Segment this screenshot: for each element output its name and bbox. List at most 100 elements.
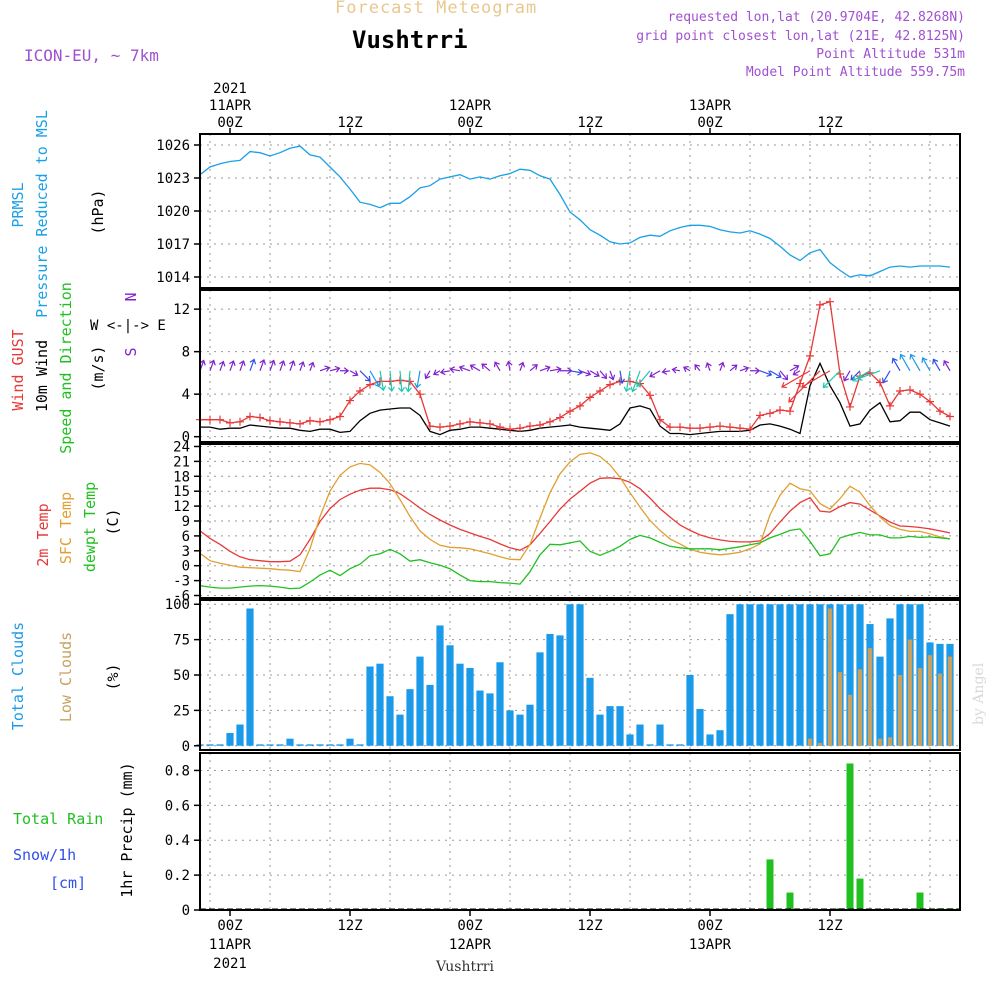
wind-direction-arrow — [249, 358, 257, 371]
panel-frame — [199, 752, 961, 911]
wind-gust-marker — [286, 418, 294, 427]
total-cloud-bar — [686, 675, 694, 746]
y-tick-label: 0.6 — [165, 798, 190, 814]
y-tick-label: 9 — [182, 514, 190, 530]
total-cloud-bar — [806, 604, 814, 746]
wind-gust-marker — [516, 424, 524, 433]
wind-gust-marker — [546, 417, 554, 426]
precip-unit-label: 1hr Precip (mm) — [118, 762, 136, 897]
total-cloud-bar — [646, 744, 654, 746]
y-tick-label: -3 — [173, 574, 190, 590]
wind-gust-marker — [246, 412, 254, 421]
wind-gust-marker — [566, 407, 574, 416]
low-cloud-bar — [937, 673, 943, 746]
pressure-line — [199, 145, 951, 278]
y-tick-label: 15 — [173, 484, 190, 500]
y-tick-label: 100 — [165, 597, 190, 613]
wind-gust-marker — [736, 424, 744, 433]
wind-direction-arrow — [359, 370, 371, 382]
total-cloud-bar — [676, 744, 684, 746]
low-cloud-bar — [847, 694, 853, 746]
total-cloud-bar — [786, 604, 794, 746]
wind-direction-arrow — [705, 362, 712, 371]
wind-ylabel-gust: Wind GUST — [9, 329, 27, 410]
total-cloud-bar — [336, 744, 344, 746]
total-cloud-bar — [266, 744, 274, 746]
low-cloud-bar — [857, 669, 863, 746]
y-tick-label: 1017 — [156, 237, 190, 253]
grid-point-lonlat: grid point closest lon,lat (21E, 42.8125… — [636, 29, 965, 44]
wind-gust-marker — [826, 297, 834, 306]
low-cloud-bar — [897, 675, 903, 746]
total-cloud-bar — [666, 744, 674, 746]
total-cloud-bar — [366, 666, 374, 746]
total-cloud-bar — [286, 738, 294, 746]
model-altitude: Model Point Altitude 559.75m — [745, 65, 965, 80]
precip-legend-rain: Total Rain — [13, 810, 103, 828]
wind-direction-arrow — [529, 364, 538, 372]
rain-bar — [766, 859, 774, 910]
total-cloud-bar — [356, 744, 364, 746]
clouds-ylabel-low: Low Clouds — [57, 632, 75, 722]
time-label-top: 2021 — [213, 81, 247, 97]
low-cloud-bar — [907, 639, 913, 746]
wind-gust-marker — [356, 386, 364, 395]
y-tick-label: 1020 — [156, 204, 190, 220]
wind-gust-marker — [236, 417, 244, 426]
wind-direction-arrow — [694, 364, 701, 372]
wind-direction-arrow — [943, 359, 951, 372]
wind-gust-marker — [376, 377, 384, 386]
temp-2m-line — [199, 477, 951, 563]
wind-direction-arrow — [781, 370, 811, 389]
low-cloud-bar — [817, 742, 823, 746]
wind-direction-arrow — [769, 370, 782, 379]
y-tick-label: 12 — [173, 499, 190, 515]
y-tick-label: 24 — [173, 439, 190, 455]
wind-gust-marker — [756, 411, 764, 420]
footer-location: Vushtrri — [435, 959, 494, 975]
total-cloud-bar — [626, 734, 634, 746]
wind-gust-marker — [296, 419, 304, 428]
total-cloud-bar — [256, 744, 264, 746]
y-tick-label: 1023 — [156, 171, 190, 187]
total-cloud-bar — [736, 604, 744, 746]
wind-direction-arrow — [661, 368, 671, 375]
total-cloud-bar — [486, 693, 494, 746]
wind-direction-arrow — [424, 370, 431, 380]
model-label: ICON-EU, ~ 7km — [24, 46, 159, 65]
y-tick-label: 25 — [173, 703, 190, 719]
wind-gust-marker — [266, 416, 274, 425]
low-cloud-bar — [917, 667, 923, 746]
low-cloud-bar — [837, 672, 843, 746]
total-cloud-bar — [226, 733, 234, 746]
low-cloud-bar — [887, 737, 893, 746]
compass-north: N — [122, 292, 140, 301]
wind-gust-marker — [696, 424, 704, 433]
rain-bar — [786, 892, 794, 910]
wind-gust-marker — [676, 423, 684, 432]
wind-direction-arrow — [289, 360, 296, 371]
wind-gust-marker — [916, 390, 924, 399]
total-cloud-bar — [426, 684, 434, 746]
wind-direction-arrow — [218, 360, 226, 371]
wind-gust-marker — [416, 390, 424, 399]
total-cloud-bar — [526, 704, 534, 746]
total-cloud-bar — [506, 710, 514, 746]
time-label-bottom: 11APR — [209, 937, 252, 953]
wind-ylabel-10m: 10m Wind — [33, 340, 51, 412]
precip-legend-snow: Snow/1h — [13, 846, 76, 864]
panel-frame — [199, 289, 961, 443]
wind-direction-arrow — [439, 368, 451, 376]
location-title: Vushtrri — [352, 26, 468, 54]
wind-direction-arrow — [779, 370, 789, 381]
wind-gust-marker — [806, 351, 814, 360]
wind-gust-marker — [406, 377, 414, 386]
y-tick-label: 0 — [182, 430, 190, 446]
wind-direction-arrow — [801, 370, 831, 389]
clouds-unit-label: (%) — [104, 663, 122, 690]
forecast-title: Forecast Meteogram — [335, 0, 538, 18]
y-tick-label: 4 — [182, 387, 190, 403]
wind-direction-arrow — [822, 370, 841, 389]
time-label-bottom: 12APR — [449, 937, 492, 953]
total-cloud-bar — [276, 744, 284, 746]
